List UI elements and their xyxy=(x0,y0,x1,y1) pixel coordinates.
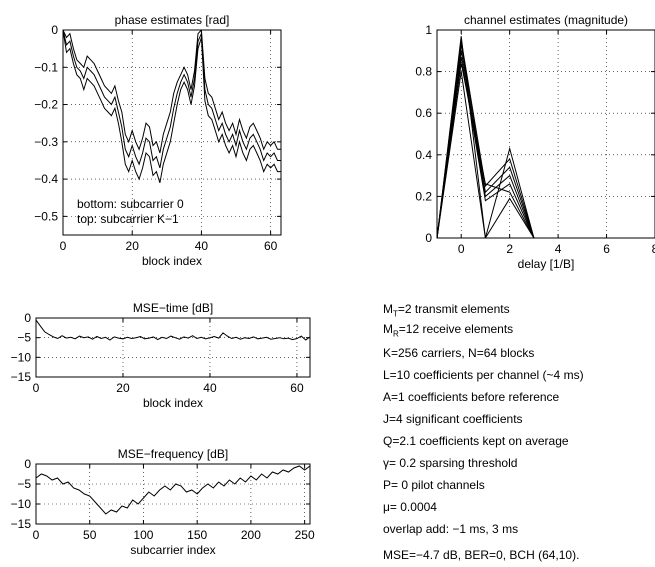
mse-freq-ytick-label: −15 xyxy=(11,517,32,531)
info-mr-rest: =12 receive elements xyxy=(398,322,514,336)
channel-ytick-label: 0.6 xyxy=(415,106,432,120)
channel-series-6-line xyxy=(437,71,535,238)
phase-ytick-label: −0.1 xyxy=(34,60,58,74)
mse-time-plot-bg xyxy=(36,318,310,377)
info-mt-rest: =2 transmit elements xyxy=(397,302,510,316)
phase-xtick-label: 60 xyxy=(264,239,278,253)
channel-xtick-label: 8 xyxy=(652,242,655,256)
mse-freq-plot-bg xyxy=(36,464,310,524)
phase-xtick-label: 20 xyxy=(126,239,140,253)
phase-series-1-line xyxy=(63,30,281,169)
phase-title: phase estimates [rad] xyxy=(115,13,230,27)
info-line-mse: MSE=−4.7 dB, BER=0, BCH (64,10). xyxy=(383,548,580,562)
mse-freq-xtick-label: 150 xyxy=(187,528,207,542)
phase-chart: 0 20 40 60 0 −0.1 −0.2 −0.3 −0.4 −0.5 phase estima… xyxy=(34,13,282,268)
channel-series-4-line xyxy=(437,56,535,238)
mse-freq-xtick-label: 0 xyxy=(33,528,40,542)
mse-time-ytick-label: −10 xyxy=(11,350,32,364)
phase-xtick-label: 40 xyxy=(195,239,209,253)
mse-time-ytick-label: 0 xyxy=(24,311,31,325)
phase-ytick-label: −0.5 xyxy=(34,209,58,223)
phase-ytick-label: −0.2 xyxy=(34,98,58,112)
mse-time-axes-frame xyxy=(35,317,311,378)
mse-time-title: MSE−time [dB] xyxy=(133,301,213,315)
phase-xtick-label: 0 xyxy=(60,239,67,253)
mse-freq-xtick-label: 100 xyxy=(133,528,153,542)
phase-ytick-label: −0.4 xyxy=(34,172,58,186)
info-line-carriers: K=256 carriers, N=64 blocks xyxy=(383,346,535,360)
channel-ytick-label: 1 xyxy=(425,23,432,37)
info-line-threshold: γ= 0.2 sparsing threshold xyxy=(383,456,518,470)
channel-xtick-label: 0 xyxy=(458,242,465,256)
phase-axes-frame xyxy=(62,29,282,236)
phase-ytick-label: 0 xyxy=(51,23,58,37)
phase-series-2-line xyxy=(63,30,281,154)
channel-xtick-label: 4 xyxy=(555,242,562,256)
info-line-before-reference: A=1 coefficients before reference xyxy=(383,390,560,404)
mse-freq-xtick-label: 50 xyxy=(83,528,97,542)
mse-time-xtick-label: 0 xyxy=(33,381,40,395)
channel-axes-frame xyxy=(436,29,655,239)
phase-ytick-label: −0.3 xyxy=(34,135,58,149)
mse-freq-xtick-label: 250 xyxy=(295,528,315,542)
info-line-pilots: P= 0 pilot channels xyxy=(383,478,485,492)
phase-xlabel: block index xyxy=(142,254,202,268)
mse-freq-series-0-line xyxy=(36,465,310,515)
mse-freq-ytick-label: 0 xyxy=(24,457,31,471)
channel-ytick-label: 0.4 xyxy=(415,148,432,162)
phase-annotation: top: subcarrier K−1 xyxy=(77,212,179,226)
mse-freq-title: MSE−frequency [dB] xyxy=(118,447,228,461)
channel-ytick-label: 0 xyxy=(425,231,432,245)
mse-freq-xlabel: subcarrier index xyxy=(130,543,215,557)
channel-series-5-line xyxy=(437,63,535,238)
phase-annotation: bottom: subcarrier 0 xyxy=(77,197,184,211)
channel-series-3-line xyxy=(437,50,535,238)
info-line-mt: MT=2 transmit elements xyxy=(383,302,510,319)
mse-freq-ytick-label: −5 xyxy=(17,477,31,491)
phase-series-0-line xyxy=(63,30,281,183)
mse-time-xlabel: block index xyxy=(143,396,203,410)
channel-ytick-label: 0.2 xyxy=(415,189,432,203)
mse-time-ytick-label: −5 xyxy=(17,331,31,345)
mse-freq-ytick-label: −10 xyxy=(11,497,32,511)
info-line-kept: Q=2.1 coefficients kept on average xyxy=(383,434,569,448)
channel-xtick-label: 6 xyxy=(603,242,610,256)
channel-ytick-label: 0.8 xyxy=(415,65,432,79)
info-line-mr: MR=12 receive elements xyxy=(383,322,514,339)
mse-time-series-0-line xyxy=(36,319,310,341)
mse-time-chart: 0 20 40 60 0 −5 −10 −15 MSE−time [dB] block index xyxy=(11,301,311,410)
mse-time-xtick-label: 20 xyxy=(116,381,130,395)
info-line-significant: J=4 significant coefficients xyxy=(383,412,523,426)
mse-time-ytick-label: −15 xyxy=(11,370,32,384)
channel-series-2-line xyxy=(437,44,535,238)
mse-time-xtick-label: 40 xyxy=(203,381,217,395)
channel-chart: 0 2 4 6 8 0 0.2 0.4 0.6 0.8 1 channel estimates (ma… xyxy=(415,13,655,271)
info-line-mu: μ= 0.0004 xyxy=(383,500,437,514)
mse-freq-axes-frame xyxy=(35,463,311,525)
mse-freq-chart: 0 50 100 150 200 250 0 −5 −10 −15 MSE−frequency [d… xyxy=(11,447,315,557)
channel-xtick-label: 2 xyxy=(506,242,513,256)
mse-time-xtick-label: 60 xyxy=(290,381,304,395)
mse-freq-xtick-label: 200 xyxy=(241,528,261,542)
channel-plot-bg xyxy=(437,30,655,238)
channel-xlabel: delay [1/B] xyxy=(518,257,575,271)
info-line-overlap: overlap add: −1 ms, 3 ms xyxy=(383,522,519,536)
channel-title: channel estimates (magnitude) xyxy=(464,13,628,27)
info-line-coefficients: L=10 coefficients per channel (~4 ms) xyxy=(383,368,584,382)
